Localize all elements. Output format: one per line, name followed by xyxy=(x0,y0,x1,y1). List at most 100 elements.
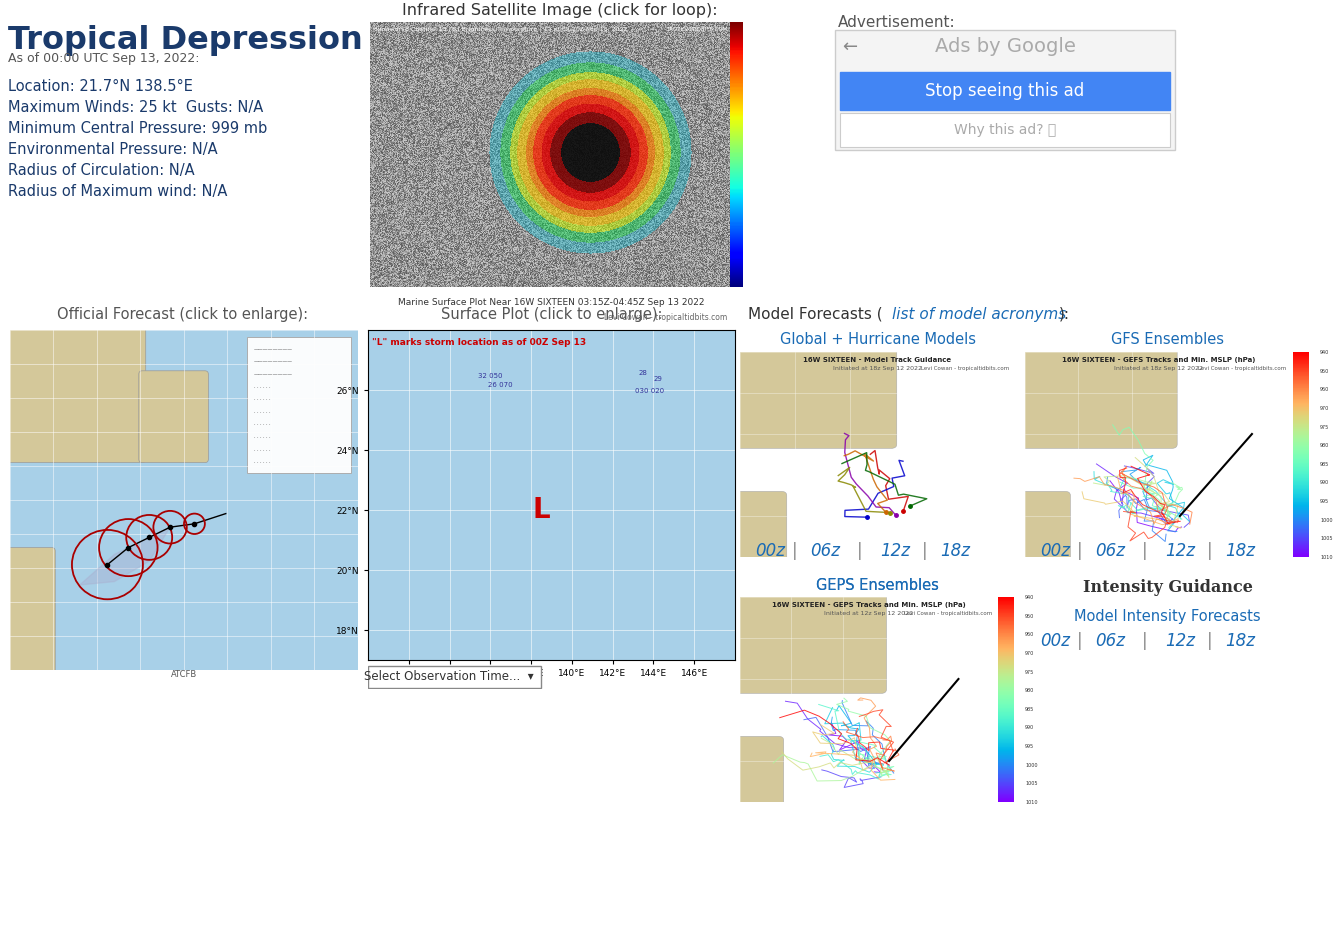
FancyBboxPatch shape xyxy=(7,327,146,462)
Polygon shape xyxy=(80,527,170,585)
Text: 18z: 18z xyxy=(1225,632,1255,650)
Text: 975: 975 xyxy=(1025,670,1034,674)
Text: Ads by Google: Ads by Google xyxy=(935,37,1075,56)
Bar xyxy=(835,30,1174,150)
Text: 985: 985 xyxy=(1025,707,1034,712)
Text: 1000: 1000 xyxy=(1320,517,1333,523)
Text: Why this ad? ⓘ: Why this ad? ⓘ xyxy=(954,123,1057,137)
Text: 1000: 1000 xyxy=(1025,763,1038,768)
Text: Location: 21.7°N 138.5°E: Location: 21.7°N 138.5°E xyxy=(8,79,192,94)
Text: Levi Cowan - tropicaltidbits.com: Levi Cowan - tropicaltidbits.com xyxy=(922,366,1010,372)
Text: 16W SIXTEEN - GEPS Tracks and Min. MSLP (hPa): 16W SIXTEEN - GEPS Tracks and Min. MSLP … xyxy=(772,602,966,608)
Text: ):: ): xyxy=(1059,306,1070,321)
Text: 26 070: 26 070 xyxy=(488,382,513,388)
Text: 16W SIXTEEN - Model Track Guidance: 16W SIXTEEN - Model Track Guidance xyxy=(803,357,951,363)
Text: 940: 940 xyxy=(1320,350,1329,355)
Text: |: | xyxy=(792,542,798,560)
Text: Himawari-8 Channel 13 (IR) Brightness Temperature (°C) at 03:20Z Sep 13, 2022: Himawari-8 Channel 13 (IR) Brightness Te… xyxy=(373,27,628,32)
Text: 1005: 1005 xyxy=(1025,782,1038,786)
Text: 06z: 06z xyxy=(1096,542,1125,560)
Text: 985: 985 xyxy=(1320,461,1329,467)
Text: 960: 960 xyxy=(1320,388,1329,392)
Text: 32 050: 32 050 xyxy=(478,373,502,379)
Text: Surface Plot (click to enlarge):: Surface Plot (click to enlarge): xyxy=(441,306,663,321)
Text: Levi Cowan - tropicaltidbits.com: Levi Cowan - tropicaltidbits.com xyxy=(604,313,728,321)
FancyBboxPatch shape xyxy=(1019,491,1070,561)
Text: 00z: 00z xyxy=(1039,632,1070,650)
Text: 030 020: 030 020 xyxy=(635,388,664,394)
Text: 00z: 00z xyxy=(755,542,786,560)
Text: Infrared Satellite Image (click for loop):: Infrared Satellite Image (click for loop… xyxy=(402,4,717,19)
FancyBboxPatch shape xyxy=(735,736,784,806)
Text: "L" marks storm location as of 00Z Sep 13: "L" marks storm location as of 00Z Sep 1… xyxy=(371,338,585,347)
Text: Minimum Central Pressure: 999 mb: Minimum Central Pressure: 999 mb xyxy=(8,121,267,136)
Text: |: | xyxy=(1142,632,1148,650)
Text: Official Forecast (click to enlarge):: Official Forecast (click to enlarge): xyxy=(57,306,309,321)
Text: 18z: 18z xyxy=(941,542,970,560)
Text: Select Observation Time...  ▾: Select Observation Time... ▾ xyxy=(363,670,533,683)
Text: Global + Hurricane Models: Global + Hurricane Models xyxy=(779,333,975,347)
Text: ←: ← xyxy=(842,38,858,56)
Text: 970: 970 xyxy=(1320,406,1329,411)
Text: |: | xyxy=(922,542,927,560)
Text: 940: 940 xyxy=(1025,595,1034,600)
Text: ————————: ———————— xyxy=(254,372,293,377)
Text: 00z: 00z xyxy=(1039,542,1070,560)
Text: 970: 970 xyxy=(1025,651,1034,656)
Text: 06z: 06z xyxy=(1096,632,1125,650)
Text: Tropical Depression SIXTEEN: Tropical Depression SIXTEEN xyxy=(8,25,525,56)
Text: |: | xyxy=(1208,632,1213,650)
Text: Initiated at 12z Sep 12 2022: Initiated at 12z Sep 12 2022 xyxy=(824,612,912,616)
Text: GFS Ensembles: GFS Ensembles xyxy=(1112,333,1224,347)
Text: 995: 995 xyxy=(1320,499,1329,504)
Text: 18z: 18z xyxy=(1225,542,1255,560)
FancyBboxPatch shape xyxy=(1019,347,1177,448)
Text: · · · · · ·: · · · · · · xyxy=(254,397,271,403)
Bar xyxy=(247,337,351,473)
Text: · · · · · ·: · · · · · · xyxy=(254,410,271,415)
Text: 950: 950 xyxy=(1320,369,1329,374)
FancyBboxPatch shape xyxy=(7,547,55,673)
Text: 28: 28 xyxy=(639,370,648,376)
Text: ————————: ———————— xyxy=(254,347,293,352)
Text: As of 00:00 UTC Sep 13, 2022:: As of 00:00 UTC Sep 13, 2022: xyxy=(8,52,199,65)
Text: 975: 975 xyxy=(1320,425,1329,430)
Text: 950: 950 xyxy=(1025,614,1034,618)
Text: Radius of Circulation: N/A: Radius of Circulation: N/A xyxy=(8,163,195,178)
Text: |: | xyxy=(1142,542,1148,560)
Bar xyxy=(840,72,1170,110)
Text: |: | xyxy=(858,542,863,560)
Text: GEPS Ensembles: GEPS Ensembles xyxy=(816,577,939,592)
Text: 1010: 1010 xyxy=(1025,800,1038,805)
Text: Model Forecasts (: Model Forecasts ( xyxy=(748,306,883,321)
Text: · · · · · ·: · · · · · · xyxy=(254,385,271,389)
Text: Initiated at 18z Sep 12 2022: Initiated at 18z Sep 12 2022 xyxy=(834,366,922,372)
Text: 995: 995 xyxy=(1025,744,1034,749)
Text: ATCFB: ATCFB xyxy=(171,670,198,679)
Text: 12z: 12z xyxy=(880,542,910,560)
Text: 1010: 1010 xyxy=(1320,555,1333,560)
FancyBboxPatch shape xyxy=(735,593,887,693)
Text: L: L xyxy=(533,496,550,524)
Text: Model Intensity Forecasts: Model Intensity Forecasts xyxy=(1074,608,1261,624)
Text: Initiated at 18z Sep 12 2022: Initiated at 18z Sep 12 2022 xyxy=(1114,366,1202,372)
FancyBboxPatch shape xyxy=(735,491,787,561)
Text: Levi Cowan - tropicaltidbits.com: Levi Cowan - tropicaltidbits.com xyxy=(1198,366,1287,372)
FancyBboxPatch shape xyxy=(367,666,541,688)
Text: GEPS Ensembles: GEPS Ensembles xyxy=(816,578,939,593)
Text: |: | xyxy=(1208,542,1213,560)
Text: Radius of Maximum wind: N/A: Radius of Maximum wind: N/A xyxy=(8,184,227,199)
Text: Levi Cowan - tropicaltidbits.com: Levi Cowan - tropicaltidbits.com xyxy=(903,612,991,616)
Text: |: | xyxy=(1077,632,1082,650)
Text: Stop seeing this ad: Stop seeing this ad xyxy=(926,82,1085,100)
Text: 29: 29 xyxy=(653,376,661,382)
Text: 980: 980 xyxy=(1025,688,1034,693)
Text: Intensity Guidance: Intensity Guidance xyxy=(1082,579,1252,596)
Text: |: | xyxy=(1077,542,1082,560)
Text: 990: 990 xyxy=(1320,480,1329,486)
Text: 960: 960 xyxy=(1025,632,1034,637)
Text: 990: 990 xyxy=(1025,726,1034,730)
Text: · · · · · ·: · · · · · · xyxy=(254,447,271,453)
Bar xyxy=(840,113,1170,147)
FancyBboxPatch shape xyxy=(139,371,208,462)
